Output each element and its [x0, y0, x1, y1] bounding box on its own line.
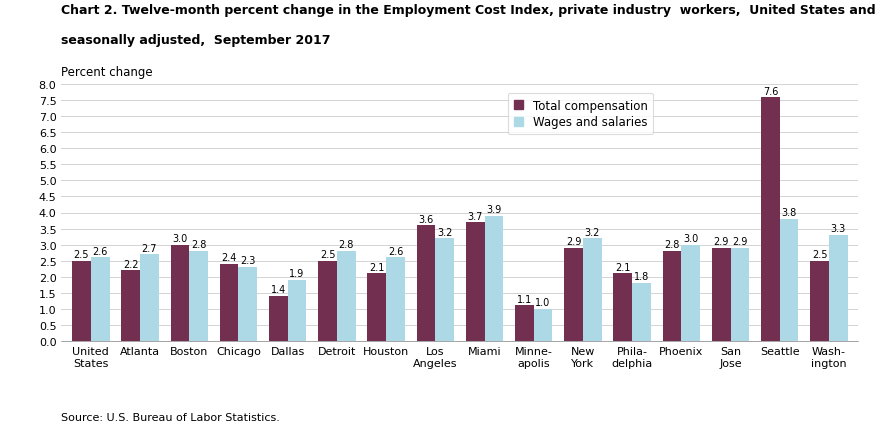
Bar	[810, 261, 829, 341]
Text: 3.7: 3.7	[468, 211, 483, 221]
Bar	[287, 280, 307, 341]
Bar	[171, 245, 189, 341]
Bar	[515, 306, 533, 341]
Text: 2.8: 2.8	[664, 240, 680, 250]
Bar	[140, 254, 159, 341]
Text: 7.6: 7.6	[763, 86, 778, 96]
Text: 3.6: 3.6	[419, 214, 434, 224]
Text: 2.5: 2.5	[74, 249, 89, 259]
Bar	[780, 219, 798, 341]
Text: 2.1: 2.1	[615, 262, 631, 272]
Text: 2.5: 2.5	[812, 249, 827, 259]
Bar	[533, 309, 553, 341]
Text: Chart 2. Twelve-month percent change in the Employment Cost Index, private indus: Chart 2. Twelve-month percent change in …	[61, 4, 876, 17]
Text: 2.6: 2.6	[388, 246, 403, 256]
Bar	[484, 216, 503, 341]
Text: 2.8: 2.8	[191, 240, 206, 250]
Text: 2.3: 2.3	[240, 256, 256, 266]
Bar	[337, 251, 356, 341]
Text: 2.1: 2.1	[369, 262, 385, 272]
Text: 2.6: 2.6	[93, 246, 108, 256]
Bar	[613, 274, 632, 341]
Bar	[731, 248, 749, 341]
Legend: Total compensation, Wages and salaries: Total compensation, Wages and salaries	[508, 94, 653, 135]
Text: 2.9: 2.9	[566, 236, 582, 247]
Bar	[632, 283, 651, 341]
Bar	[122, 271, 140, 341]
Bar	[662, 251, 682, 341]
Text: 3.3: 3.3	[830, 224, 846, 234]
Bar	[466, 222, 484, 341]
Bar	[435, 239, 454, 341]
Bar	[386, 258, 405, 341]
Text: 3.9: 3.9	[486, 204, 501, 215]
Bar	[417, 226, 435, 341]
Bar	[583, 239, 602, 341]
Text: 1.8: 1.8	[634, 272, 649, 282]
Bar	[761, 98, 780, 341]
Bar	[682, 245, 700, 341]
Text: 1.1: 1.1	[517, 294, 532, 304]
Bar	[91, 258, 110, 341]
Bar	[318, 261, 337, 341]
Text: 2.7: 2.7	[142, 243, 157, 253]
Text: 2.5: 2.5	[320, 249, 336, 259]
Text: 3.0: 3.0	[683, 233, 698, 243]
Text: seasonally adjusted,  September 2017: seasonally adjusted, September 2017	[61, 34, 331, 47]
Text: 3.8: 3.8	[781, 208, 797, 218]
Bar	[564, 248, 583, 341]
Text: 2.8: 2.8	[338, 240, 354, 250]
Text: 2.9: 2.9	[732, 236, 747, 247]
Bar	[220, 264, 238, 341]
Text: 2.2: 2.2	[123, 259, 138, 269]
Bar	[269, 296, 287, 341]
Text: 1.4: 1.4	[271, 285, 286, 294]
Text: 3.0: 3.0	[173, 233, 187, 243]
Bar	[238, 268, 258, 341]
Text: 2.4: 2.4	[222, 253, 237, 262]
Text: 1.9: 1.9	[289, 268, 305, 279]
Text: Source: U.S. Bureau of Labor Statistics.: Source: U.S. Bureau of Labor Statistics.	[61, 412, 280, 422]
Bar	[367, 274, 386, 341]
Text: Percent change: Percent change	[61, 66, 153, 79]
Text: 3.2: 3.2	[437, 227, 452, 237]
Text: 2.9: 2.9	[714, 236, 729, 247]
Bar	[712, 248, 731, 341]
Text: 3.2: 3.2	[584, 227, 600, 237]
Bar	[189, 251, 208, 341]
Text: 1.0: 1.0	[535, 297, 551, 307]
Bar	[72, 261, 91, 341]
Bar	[829, 235, 848, 341]
